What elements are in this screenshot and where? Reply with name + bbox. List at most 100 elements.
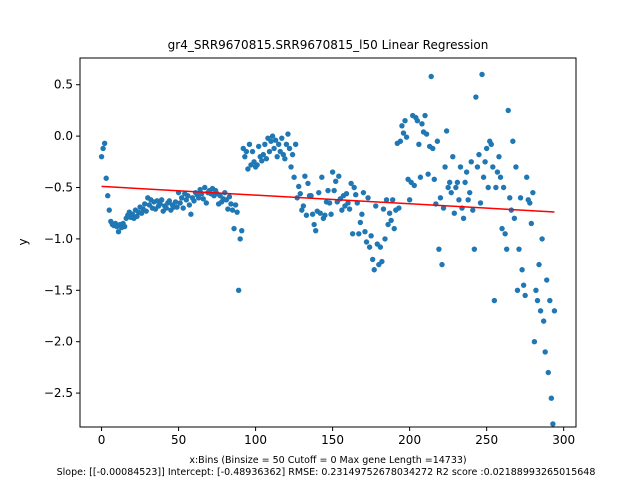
- data-point: [369, 256, 376, 263]
- data-point: [319, 174, 325, 180]
- data-point: [254, 162, 260, 168]
- data-point: [551, 308, 558, 314]
- data-point: [158, 197, 165, 203]
- data-point: [454, 179, 461, 186]
- data-point: [490, 164, 496, 170]
- data-point: [396, 205, 402, 211]
- data-point: [326, 200, 333, 206]
- data-point: [514, 287, 521, 293]
- data-point: [406, 197, 413, 203]
- data-point: [423, 131, 430, 137]
- data-point: [540, 318, 547, 324]
- data-point: [268, 138, 274, 144]
- data-point: [524, 174, 530, 180]
- data-point: [528, 220, 535, 227]
- data-point: [237, 236, 243, 242]
- x-tick-label: 0: [98, 433, 106, 447]
- data-point: [103, 175, 109, 181]
- data-point: [242, 153, 248, 160]
- data-point: [428, 73, 434, 80]
- data-point: [141, 201, 148, 207]
- data-point: [115, 229, 122, 235]
- data-point: [434, 138, 441, 144]
- data-point: [480, 174, 487, 180]
- data-point: [403, 134, 410, 140]
- data-point: [188, 211, 194, 217]
- data-point: [345, 200, 351, 206]
- data-point: [377, 244, 384, 250]
- data-point: [106, 207, 112, 213]
- data-point: [312, 227, 319, 234]
- data-point: [303, 212, 310, 218]
- data-point: [442, 164, 448, 170]
- data-point: [266, 148, 273, 155]
- data-point: [483, 145, 490, 152]
- data-point: [539, 236, 545, 242]
- data-point: [302, 173, 308, 179]
- data-point: [166, 198, 173, 204]
- data-point: [185, 193, 191, 199]
- data-point: [371, 267, 377, 273]
- x-tick-label: 100: [244, 433, 267, 447]
- data-point: [437, 195, 444, 201]
- data-point: [496, 153, 502, 160]
- data-point: [129, 211, 136, 217]
- data-point: [542, 349, 548, 355]
- data-point: [328, 211, 334, 217]
- data-point: [351, 184, 357, 191]
- data-point: [465, 197, 471, 203]
- data-point: [391, 225, 397, 232]
- data-point: [269, 133, 276, 139]
- data-point: [134, 213, 140, 219]
- data-point: [411, 182, 417, 189]
- data-point: [460, 215, 467, 222]
- data-point: [482, 159, 488, 165]
- data-point: [157, 201, 163, 207]
- x-tick-label: 50: [171, 433, 186, 447]
- data-point: [226, 194, 233, 200]
- data-point: [500, 184, 507, 191]
- data-point: [98, 153, 105, 160]
- data-point: [373, 203, 379, 209]
- data-point: [200, 196, 206, 202]
- data-point: [260, 151, 267, 158]
- data-point: [121, 223, 128, 230]
- regression-line-group: [101, 185, 555, 213]
- y-axis-ticks: −2.5 −2.0 −1.5 −1.0 −0.5 0.0 0.5: [44, 78, 80, 400]
- data-point: [507, 195, 513, 201]
- data-point: [356, 231, 362, 237]
- data-point: [349, 231, 356, 237]
- data-point: [291, 174, 297, 180]
- chart-title: gr4_SRR9670815.SRR9670815_l50 Linear Reg…: [168, 38, 489, 52]
- x-tick-label: 150: [321, 433, 344, 447]
- data-point: [292, 141, 299, 148]
- data-point: [476, 151, 482, 158]
- data-point: [368, 233, 374, 239]
- data-point: [329, 169, 336, 175]
- data-point: [397, 138, 404, 144]
- data-point: [474, 164, 481, 170]
- data-point: [453, 184, 459, 191]
- data-point: [363, 239, 370, 245]
- data-point: [279, 135, 285, 141]
- data-point: [202, 184, 208, 191]
- data-point: [386, 210, 393, 216]
- data-point: [285, 131, 291, 137]
- data-point: [456, 197, 462, 203]
- y-tick-label: −1.0: [44, 232, 73, 246]
- data-point: [172, 199, 179, 205]
- y-axis-label: y: [16, 238, 30, 245]
- data-point: [389, 197, 396, 203]
- data-point: [177, 200, 183, 206]
- data-point: [462, 179, 468, 186]
- data-point: [316, 189, 322, 196]
- data-point: [516, 246, 522, 252]
- data-point: [174, 204, 180, 210]
- data-point: [499, 225, 505, 232]
- data-point: [203, 200, 210, 206]
- data-point: [448, 189, 454, 196]
- data-point: [282, 156, 288, 162]
- data-point: [425, 171, 431, 177]
- data-point: [101, 140, 108, 147]
- data-point: [517, 195, 524, 201]
